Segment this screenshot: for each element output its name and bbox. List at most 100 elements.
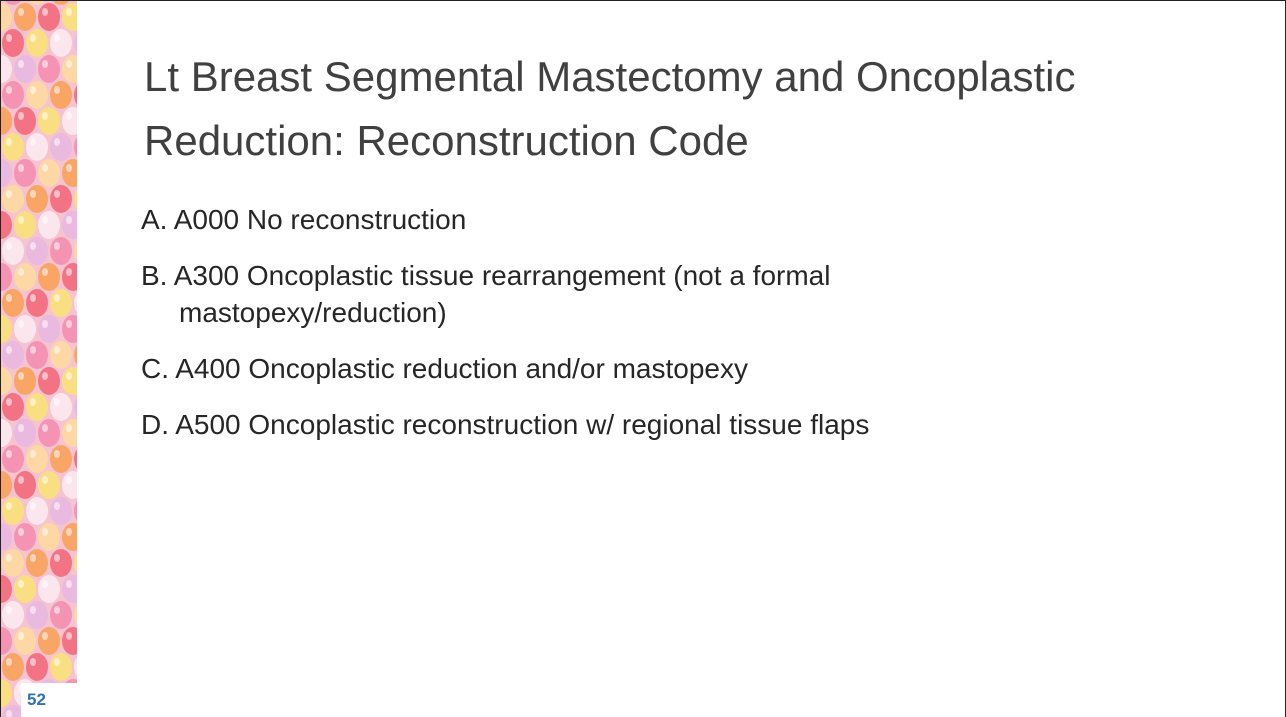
list-item: A. A000 No reconstruction	[141, 201, 1021, 238]
list-item: C. A400 Oncoplastic reduction and/or mas…	[141, 350, 1021, 387]
balloon-decoration	[30, 190, 36, 198]
balloon-decoration	[38, 523, 60, 551]
balloon-decoration	[50, 185, 72, 213]
balloon-decoration	[6, 242, 12, 250]
balloon-decoration	[50, 445, 72, 473]
balloon-decoration	[2, 81, 24, 109]
balloon-decoration	[50, 393, 72, 421]
balloon-decoration	[54, 86, 60, 94]
balloon-decoration	[50, 601, 72, 629]
balloon-decoration	[18, 528, 24, 536]
balloon-decoration	[30, 86, 36, 94]
balloon-decoration	[14, 575, 36, 603]
balloon-decoration	[6, 86, 12, 94]
balloon-decoration	[6, 346, 12, 354]
balloon-decoration	[66, 320, 72, 328]
balloon-decoration	[42, 372, 48, 380]
balloon-decoration	[14, 627, 36, 655]
balloon-decoration	[26, 549, 48, 577]
balloon-decoration	[6, 190, 12, 198]
balloon-decoration	[38, 419, 60, 447]
balloon-decoration	[30, 502, 36, 510]
balloon-decoration	[26, 601, 48, 629]
balloon-decoration	[30, 450, 36, 458]
balloon-decoration	[26, 133, 48, 161]
balloon-decoration	[42, 216, 48, 224]
balloon-decoration	[2, 185, 24, 213]
balloon-decoration	[30, 554, 36, 562]
balloon-decoration	[26, 653, 48, 681]
balloon-decoration	[66, 60, 72, 68]
balloon-decoration	[66, 476, 72, 484]
item-list: A. A000 No reconstruction B. A300 Oncopla…	[141, 201, 1021, 462]
balloon-decoration	[42, 476, 48, 484]
balloon-decoration	[6, 658, 12, 666]
balloon-decoration	[6, 502, 12, 510]
balloon-decoration	[50, 289, 72, 317]
balloon-decoration	[42, 320, 48, 328]
page: Lt Breast Segmental Mastectomy and Oncop…	[0, 0, 1286, 717]
balloon-decoration	[42, 528, 48, 536]
balloon-decoration	[54, 346, 60, 354]
balloon-decoration	[54, 242, 60, 250]
balloon-decoration	[2, 497, 24, 525]
balloon-decoration	[66, 216, 72, 224]
balloon-decoration	[42, 632, 48, 640]
balloon-decoration	[2, 289, 24, 317]
balloon-decoration	[18, 60, 24, 68]
balloon-decoration	[14, 471, 36, 499]
balloon-decoration	[18, 164, 24, 172]
balloon-decoration	[30, 138, 36, 146]
balloon-decoration	[50, 81, 72, 109]
slide-title: Lt Breast Segmental Mastectomy and Oncop…	[144, 45, 1104, 173]
balloon-decoration	[2, 341, 24, 369]
balloon-decoration	[38, 263, 60, 291]
balloon-decoration	[26, 445, 48, 473]
balloon-decoration	[38, 107, 60, 135]
balloon-decoration	[54, 658, 60, 666]
balloon-decoration	[2, 29, 24, 57]
balloon-decoration	[18, 424, 24, 432]
balloon-decoration	[54, 502, 60, 510]
balloon-decoration	[14, 55, 36, 83]
balloon-decoration	[50, 549, 72, 577]
balloon-decoration	[50, 497, 72, 525]
balloon-decoration	[26, 185, 48, 213]
balloon-decoration	[14, 523, 36, 551]
balloon-decoration	[6, 398, 12, 406]
balloon-decoration	[38, 159, 60, 187]
balloon-decoration	[26, 497, 48, 525]
balloon-decoration	[2, 653, 24, 681]
balloon-decoration	[30, 34, 36, 42]
balloon-decoration	[66, 632, 72, 640]
balloon-decoration	[14, 159, 36, 187]
balloon-decoration	[42, 164, 48, 172]
balloon-decoration	[54, 450, 60, 458]
balloon-decoration	[54, 606, 60, 614]
balloon-decoration	[2, 133, 24, 161]
balloon-decoration	[66, 8, 72, 16]
balloon-decoration	[38, 627, 60, 655]
balloon-decoration	[30, 658, 36, 666]
balloon-decoration	[54, 190, 60, 198]
balloon-decoration	[2, 237, 24, 265]
balloon-decoration	[26, 81, 48, 109]
balloon-decoration	[18, 632, 24, 640]
balloon-decoration	[14, 315, 36, 343]
balloon-decoration	[18, 580, 24, 588]
balloon-decoration	[50, 29, 72, 57]
balloon-decoration	[6, 138, 12, 146]
balloon-decoration	[2, 445, 24, 473]
balloon-decoration	[54, 554, 60, 562]
balloon-decoration	[6, 450, 12, 458]
list-item: B. A300 Oncoplastic tissue rearrangement…	[141, 257, 1021, 331]
balloon-decoration	[54, 34, 60, 42]
balloon-decoration	[66, 268, 72, 276]
balloon-decoration	[50, 341, 72, 369]
balloon-decoration	[2, 549, 24, 577]
balloon-decoration	[26, 393, 48, 421]
balloon-decoration	[30, 242, 36, 250]
slide: Lt Breast Segmental Mastectomy and Oncop…	[0, 0, 1286, 717]
balloon-decoration	[18, 8, 24, 16]
balloon-decoration	[14, 211, 36, 239]
